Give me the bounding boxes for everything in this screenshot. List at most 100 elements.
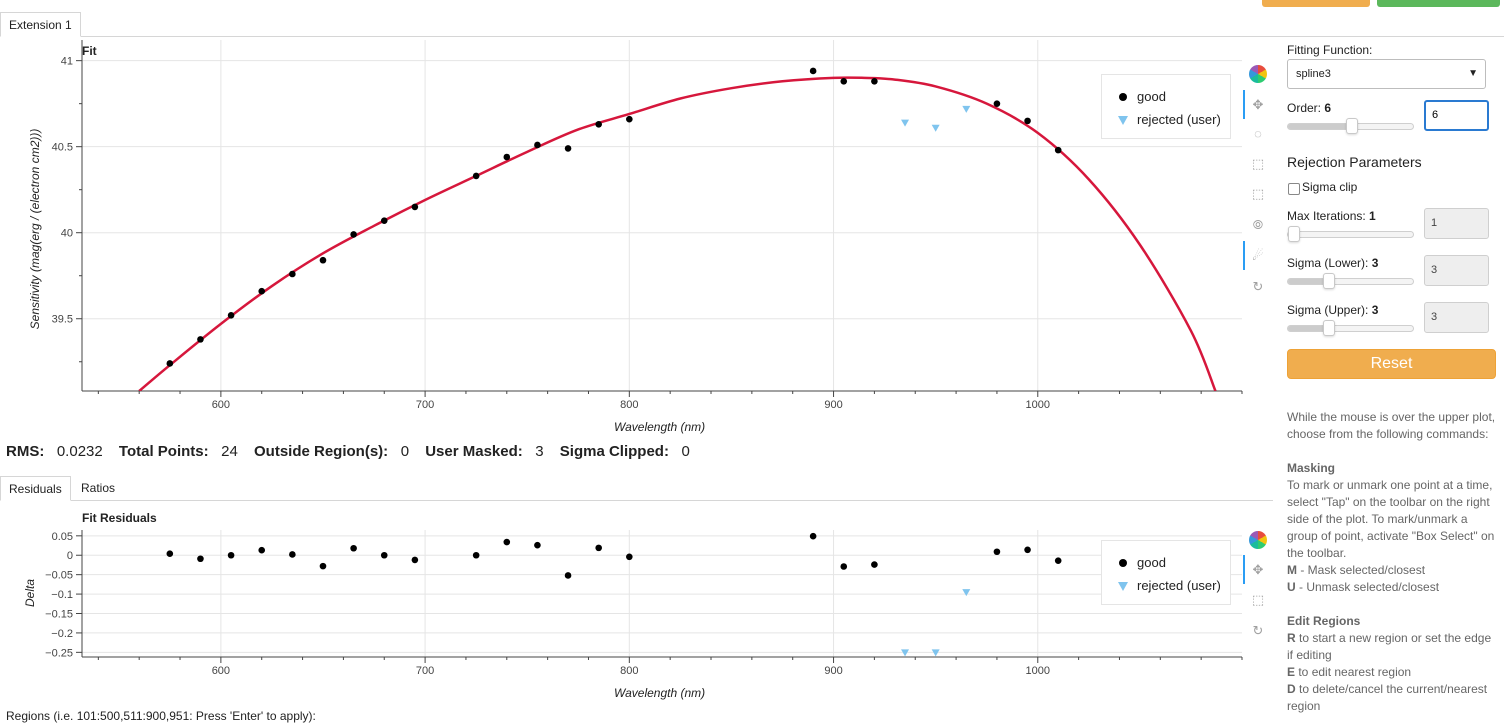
sigma-lower-slider[interactable] <box>1287 273 1414 289</box>
order-slider-fill <box>1288 124 1352 129</box>
rejected-point <box>931 124 940 132</box>
legend-good-marker <box>1119 93 1127 101</box>
good-point <box>1054 146 1062 154</box>
wheel-zoom-icon[interactable]: ⦾ <box>1252 217 1264 232</box>
order-value: 6 <box>1324 101 1332 115</box>
pan-icon[interactable]: ✥ <box>1252 562 1264 577</box>
sigma-lower-slider-handle[interactable] <box>1322 273 1335 289</box>
chevron-down-icon: ▼ <box>1468 68 1478 79</box>
d-key-text: to delete/cancel the current/nearest reg… <box>1287 682 1488 713</box>
sigma-upper-value: 3 <box>1371 303 1379 317</box>
good-point <box>534 141 541 149</box>
tap-icon[interactable]: ☄ <box>1252 248 1264 263</box>
lasso-select-icon[interactable]: ◌ <box>1254 126 1262 141</box>
max-iterations-slider-handle[interactable] <box>1288 226 1300 242</box>
sigma-clip-checkbox[interactable] <box>1288 183 1300 195</box>
reset-view-icon[interactable]: ↻ <box>1252 623 1264 638</box>
fit-plot[interactable]: 600 700 800 900 1000 39.5 40 40.5 41 <box>0 40 1245 440</box>
outside-regions-label: Outside Region(s): <box>254 443 389 460</box>
sigma-clip-label: Sigma clip <box>1302 180 1358 194</box>
e-key: E <box>1287 665 1296 679</box>
good-point <box>166 360 174 367</box>
rejected-point <box>962 589 971 597</box>
good-point <box>840 563 848 570</box>
sigma-lower-value: 3 <box>1371 256 1379 270</box>
sigma-upper-slider[interactable] <box>1287 320 1414 336</box>
max-iterations-label-text: Max Iterations: <box>1287 209 1366 223</box>
help-mask-key: M - Mask selected/closest <box>1287 562 1499 579</box>
x-tick-label: 900 <box>824 399 842 411</box>
good-point <box>411 556 419 564</box>
tab-ratios[interactable]: Ratios <box>81 481 116 495</box>
x-tick-label: 700 <box>416 665 434 677</box>
box-select-icon[interactable]: ⬚ <box>1251 186 1265 201</box>
x-tick-label: 800 <box>620 665 638 677</box>
toolbar-active-indicator-2 <box>1243 241 1245 270</box>
y-tick-label: −0.1 <box>51 589 73 601</box>
good-point <box>840 77 848 85</box>
sigma-lower-slider-fill <box>1288 279 1329 284</box>
reset-view-icon[interactable]: ↻ <box>1252 279 1264 294</box>
residuals-x-axis-label: Wavelength (nm) <box>614 686 706 700</box>
pan-icon[interactable]: ✥ <box>1252 97 1264 112</box>
good-point <box>350 231 357 238</box>
rejected-point <box>962 105 971 113</box>
fit-x-axis-label: Wavelength (nm) <box>614 420 706 434</box>
top-action-button-green[interactable] <box>1377 0 1500 7</box>
fit-plot-title: Fit <box>82 44 97 58</box>
tab-extension-1[interactable]: Extension 1 <box>0 12 81 37</box>
good-point <box>350 544 357 552</box>
sigma-lower-input[interactable]: 3 <box>1424 255 1489 286</box>
tab-residuals[interactable]: Residuals <box>0 476 71 501</box>
m-key-text: - Mask selected/closest <box>1297 563 1426 577</box>
toolbar-active-indicator <box>1243 90 1245 119</box>
legend-good-label: good <box>1137 555 1166 570</box>
sigma-lower-label: Sigma (Lower): 3 <box>1287 256 1378 270</box>
grid <box>82 40 1242 391</box>
good-point <box>289 270 296 278</box>
help-unmask-key: U - Unmask selected/closest <box>1287 579 1499 596</box>
good-point <box>993 548 1001 556</box>
order-slider-handle[interactable] <box>1345 118 1358 134</box>
max-iterations-slider[interactable] <box>1287 226 1414 242</box>
legend-good-marker <box>1119 559 1127 567</box>
good-point <box>595 121 602 128</box>
rms-value: 0.0232 <box>56 443 103 460</box>
regions-hint: Regions (i.e. 101:500,511:900,951: Press… <box>6 709 316 723</box>
order-label: Order: 6 <box>1287 101 1331 115</box>
sigma-upper-input[interactable]: 3 <box>1424 302 1489 333</box>
bokeh-logo-icon[interactable] <box>1249 65 1267 83</box>
good-point <box>411 203 419 211</box>
x-tick-label: 800 <box>620 399 638 411</box>
good-point <box>534 541 541 549</box>
sigma-upper-slider-handle[interactable] <box>1322 320 1335 336</box>
tab-strip-line <box>0 36 1504 37</box>
order-input[interactable]: 6 <box>1424 100 1489 131</box>
fit-statistics: RMS: 0.0232 Total Points: 24 Outside Reg… <box>6 443 702 460</box>
order-slider[interactable] <box>1287 118 1414 134</box>
x-tick-label: 700 <box>416 399 434 411</box>
r-key-text: to start a new region or set the edge if… <box>1287 631 1492 662</box>
max-iterations-value: 1 <box>1369 209 1376 223</box>
good-point <box>380 551 388 559</box>
sigma-upper-label: Sigma (Upper): 3 <box>1287 303 1378 317</box>
good-point <box>319 256 327 264</box>
good-point <box>1024 546 1031 554</box>
rejected-point <box>931 649 940 657</box>
max-iterations-input[interactable]: 1 <box>1424 208 1489 239</box>
top-action-button-orange[interactable] <box>1262 0 1370 7</box>
grid <box>82 530 1242 657</box>
total-points-value: 24 <box>221 443 238 460</box>
y-tick-label: −0.2 <box>51 628 73 640</box>
good-point <box>809 532 817 540</box>
box-zoom-icon[interactable]: ⬚ <box>1251 592 1265 607</box>
residuals-plot[interactable]: 600 700 800 900 1000 0.05 0 −0.05 −0.1 −0.15 −0.2 −… <box>0 505 1245 705</box>
bokeh-logo-icon[interactable] <box>1249 531 1267 549</box>
fitting-function-select[interactable]: spline3 ▼ <box>1287 59 1486 89</box>
y-tick-label: −0.05 <box>45 570 73 582</box>
box-zoom-icon[interactable]: ⬚ <box>1251 156 1265 171</box>
x-tick-label: 1000 <box>1026 399 1050 411</box>
x-tick-label: 600 <box>212 665 230 677</box>
sigma-lower-label-text: Sigma (Lower): <box>1287 256 1369 270</box>
reset-button[interactable]: Reset <box>1287 349 1496 379</box>
